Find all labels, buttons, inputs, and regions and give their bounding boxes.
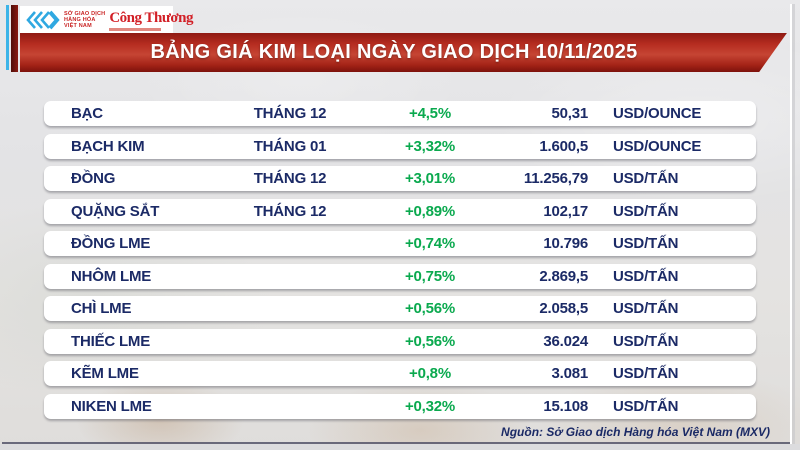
- table-row: THIẾC LME +0,56% 36.024 USD/TẤN: [44, 328, 756, 354]
- percent-change: +0,74%: [404, 235, 456, 252]
- congthuong-tagline-bar: [109, 28, 162, 31]
- bottom-border-line: [2, 442, 792, 444]
- metal-name: BẠCH KIM: [71, 137, 145, 155]
- price-unit: USD/TẤN: [613, 332, 679, 350]
- price-value: 15.108: [543, 397, 588, 415]
- table-row: NIKEN LME +0,32% 15.108 USD/TẤN: [44, 393, 756, 419]
- metal-name: KẼM LME: [71, 365, 139, 382]
- price-value: 2.058,5: [539, 300, 588, 317]
- contract-month: THÁNG 12: [253, 105, 327, 122]
- price-unit: USD/TẤN: [613, 170, 679, 187]
- price-unit: USD/TẤN: [613, 397, 679, 415]
- right-frame-line: [790, 4, 792, 444]
- mxv-chevron-icon: [26, 10, 60, 30]
- percent-change: +3,01%: [404, 170, 456, 187]
- percent-change: +0,56%: [404, 300, 456, 317]
- congthuong-logo: Công Thương: [109, 9, 193, 31]
- price-table: BẠC THÁNG 12 +4,5% 50,31 USD/OUNCE BẠCH …: [44, 101, 756, 419]
- metal-name: NIKEN LME: [71, 397, 152, 415]
- contract-month: THÁNG 01: [253, 137, 327, 155]
- metal-name: QUẶNG SẮT: [71, 202, 160, 220]
- metal-name: ĐỒNG LME: [71, 235, 151, 252]
- title-banner: BẢNG GIÁ KIM LOẠI NGÀY GIAO DỊCH 10/11/2…: [20, 33, 787, 72]
- mxv-org-name: SỞ GIAO DỊCH HÀNG HÓA VIỆT NAM: [64, 11, 105, 29]
- table-row: QUẶNG SẮT THÁNG 12 +0,89% 102,17 USD/TẤN: [44, 198, 756, 224]
- percent-change: +3,32%: [404, 137, 456, 155]
- percent-change: +4,5%: [409, 105, 451, 122]
- price-unit: USD/TẤN: [613, 300, 679, 317]
- congthuong-wordmark: Công Thương: [109, 10, 193, 26]
- metal-name: THIẾC LME: [71, 332, 151, 350]
- price-unit: USD/TẤN: [613, 267, 679, 285]
- logo-strip: SỞ GIAO DỊCH HÀNG HÓA VIỆT NAM Công Thươ…: [20, 6, 193, 34]
- contract-month: THÁNG 12: [253, 170, 327, 187]
- metal-name: BẠC: [71, 105, 103, 122]
- metal-name: ĐỒNG: [71, 170, 116, 187]
- percent-change: +0,75%: [404, 267, 456, 285]
- price-value: 1.600,5: [539, 137, 588, 155]
- percent-change: +0,32%: [404, 397, 456, 415]
- price-value: 3.081: [551, 365, 588, 382]
- price-unit: USD/TẤN: [613, 202, 679, 220]
- table-row: BẠCH KIM THÁNG 01 +3,32% 1.600,5 USD/OUN…: [44, 133, 756, 159]
- price-value: 11.256,79: [523, 170, 588, 187]
- source-attribution: Nguồn: Sở Giao dịch Hàng hóa Việt Nam (M…: [501, 425, 770, 439]
- price-value: 50,31: [551, 105, 588, 122]
- table-row: ĐỒNG THÁNG 12 +3,01% 11.256,79 USD/TẤN: [44, 166, 756, 191]
- table-row: BẠC THÁNG 12 +4,5% 50,31 USD/OUNCE: [44, 101, 756, 126]
- percent-change: +0,8%: [409, 365, 451, 382]
- percent-change: +0,89%: [404, 202, 456, 220]
- mxv-org-line3: VIỆT NAM: [64, 23, 92, 29]
- table-row: NHÔM LME +0,75% 2.869,5 USD/TẤN: [44, 263, 756, 289]
- price-value: 10.796: [543, 235, 588, 252]
- bottom-margin-strip: [0, 444, 800, 450]
- mxv-org-line1: SỞ GIAO DỊCH: [64, 11, 106, 17]
- table-row: CHÌ LME +0,56% 2.058,5 USD/TẤN: [44, 296, 756, 321]
- price-value: 2.869,5: [539, 267, 588, 285]
- price-value: 102,17: [543, 202, 588, 220]
- table-row: ĐỒNG LME +0,74% 10.796 USD/TẤN: [44, 231, 756, 256]
- price-unit: USD/TẤN: [613, 365, 679, 382]
- left-accent-cyan-stripe: [6, 5, 9, 70]
- left-accent-maroon-stripe: [11, 5, 18, 72]
- price-unit: USD/OUNCE: [613, 105, 702, 122]
- price-unit: USD/TẤN: [613, 235, 679, 252]
- price-unit: USD/OUNCE: [613, 137, 702, 155]
- page-title: BẢNG GIÁ KIM LOẠI NGÀY GIAO DỊCH 10/11/2…: [150, 41, 638, 63]
- price-value: 36.024: [543, 332, 588, 350]
- table-row: KẼM LME +0,8% 3.081 USD/TẤN: [44, 361, 756, 386]
- percent-change: +0,56%: [404, 332, 456, 350]
- metal-name: NHÔM LME: [71, 267, 152, 285]
- right-frame-edge: [792, 4, 795, 444]
- mxv-org-line2: HÀNG HÓA: [64, 17, 96, 23]
- metal-name: CHÌ LME: [71, 300, 132, 317]
- contract-month: THÁNG 12: [253, 202, 327, 220]
